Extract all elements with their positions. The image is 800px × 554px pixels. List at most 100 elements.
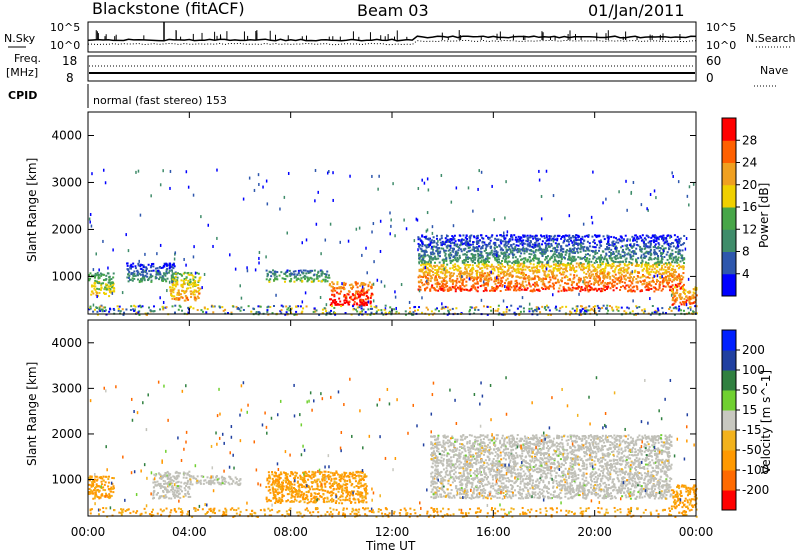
power-cell [578,276,581,279]
power-cell [483,250,486,253]
power-cell [423,244,426,247]
velocity-cell [102,486,105,489]
power-cell [258,182,260,186]
power-cell [614,273,617,276]
power-cell [661,307,664,310]
power-cell [501,260,504,263]
power-cell [492,268,495,271]
power-cell [498,281,501,284]
power-cell [365,301,368,304]
power-cell [180,296,183,299]
power-cell [518,239,521,242]
power-cell [455,186,458,190]
power-cell [495,279,498,282]
velocity-cell [177,471,180,474]
power-cell [183,292,186,295]
power-cell [334,312,337,315]
power-cell [537,289,540,292]
power-cell [178,298,181,301]
power-cell [610,252,613,255]
power-cell [530,307,533,310]
power-cell [653,274,655,278]
power-cell [482,262,485,265]
power-cell [557,242,560,245]
power-cell [96,280,99,283]
power-cell [574,236,577,239]
power-cell [580,245,583,248]
power-cell [523,275,526,278]
power-cell [588,245,591,248]
power-cell [544,285,547,288]
power-cell [674,306,677,309]
power-cell [224,308,227,311]
power-cell [674,283,677,286]
nave-tick-top: 60 [706,54,721,68]
power-cell [448,255,451,258]
power-cell [670,309,673,312]
power-cell [89,305,92,308]
power-cell [577,264,580,267]
power-cell [664,312,667,315]
power-cell [521,258,524,261]
power-cell [569,287,572,290]
power-cell [566,270,569,273]
power-cell [676,240,679,243]
power-cell [142,264,145,267]
power-cell [669,278,672,281]
power-cell [679,293,682,296]
power-cell [104,292,107,295]
power-cell [566,234,569,237]
power-cell [588,289,591,292]
power-cell [677,256,680,259]
power-cell [488,243,491,246]
power-cell [604,248,607,251]
beam-title: Beam 03 [357,1,429,20]
power-cell [137,264,140,267]
power-cell [110,278,113,281]
power-cell [459,274,462,277]
power-cell [429,288,432,291]
power-cell [284,271,287,274]
power-cell [597,280,600,283]
power-cell [603,257,606,260]
power-cell [652,281,655,284]
power-cell [584,266,587,269]
power-cell [131,279,134,282]
power-cell [556,264,559,267]
power-cell [172,295,175,298]
power-cell [137,169,140,173]
power-cell [366,271,368,275]
power-cell [273,274,276,277]
power-cell [623,268,626,271]
power-cell [486,275,489,278]
power-cell [147,277,150,280]
power-cell [636,235,639,238]
power-cell [527,278,530,281]
power-cell [667,234,670,237]
power-cell [415,217,418,221]
power-cell [559,279,562,282]
power-cell [633,243,636,246]
power-cell [619,260,622,263]
power-cell [582,248,585,251]
power-cell [544,251,547,254]
power-cell [137,311,140,314]
power-cell [476,269,479,272]
power-cell [534,308,537,311]
power-cell [584,235,587,238]
power-cell [275,275,278,278]
power-cell [644,243,647,246]
power-cell [692,288,695,291]
power-cell [554,249,557,252]
power-cell [174,275,177,278]
power-cell [459,276,462,279]
power-cell [449,238,452,241]
power-cell [620,240,623,243]
power-cell [495,265,498,268]
power-cell [562,268,565,271]
power-cell [456,252,459,255]
power-cell [189,286,192,289]
power-cell [283,277,286,280]
power-cell [345,295,348,298]
power-cell [683,234,686,237]
